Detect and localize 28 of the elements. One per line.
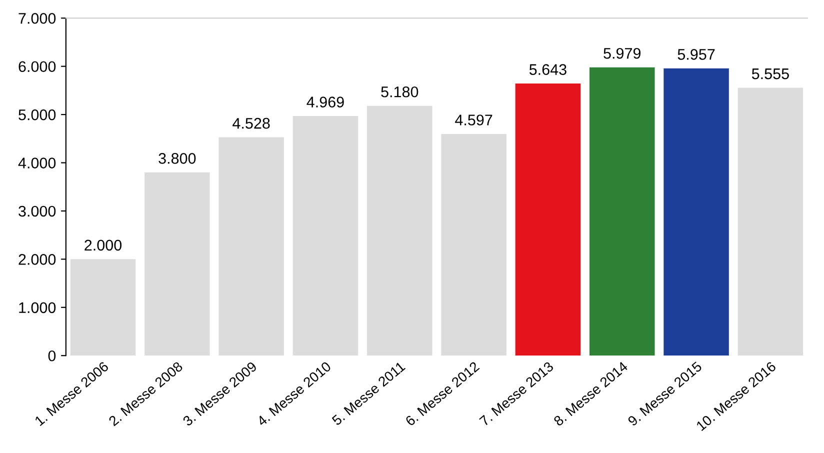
data-label: 3.800: [158, 153, 196, 164]
bar: [367, 106, 432, 356]
data-label: 5.979: [604, 48, 641, 59]
y-tick-label: 4.000: [18, 158, 56, 168]
data-label: 4.969: [306, 96, 344, 108]
y-tick-label: 1.000: [19, 302, 56, 314]
y-tick-label: 0: [48, 350, 56, 362]
bar: [144, 172, 210, 356]
data-label: 5.643: [529, 64, 566, 75]
y-tick-label: 2.000: [18, 254, 56, 265]
data-label: 4.597: [455, 114, 492, 126]
bar: [218, 137, 284, 356]
data-label: 5.957: [678, 49, 715, 60]
data-label: 2.000: [84, 240, 122, 251]
data-label: 4.528: [232, 118, 270, 129]
data-label: 5.180: [381, 86, 418, 98]
bar: [738, 88, 804, 356]
data-label: 5.555: [752, 68, 789, 80]
y-tick-label: 7.000: [18, 12, 56, 24]
y-tick-label: 5.000: [18, 109, 56, 120]
bar: [70, 259, 136, 356]
bar: [292, 116, 358, 356]
bar: [441, 134, 506, 356]
bar: [589, 67, 655, 356]
y-tick-label: 3.000: [18, 206, 56, 217]
bar: [515, 84, 581, 356]
bar: [664, 68, 729, 356]
y-tick-label: 6.000: [18, 61, 56, 72]
